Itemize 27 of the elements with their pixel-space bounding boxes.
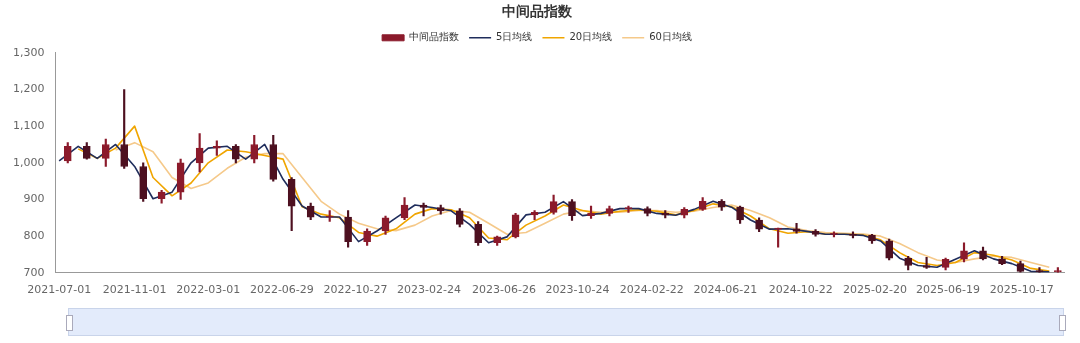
x-tick-label: 2021-07-01 [27, 283, 92, 297]
y-tick-label: 1,000 [12, 155, 45, 169]
x-tick-label: 2024-06-21 [693, 283, 758, 297]
y-tick-label: 900 [23, 192, 45, 206]
legend-label: 20日均线 [569, 31, 613, 43]
legend-label: 中间品指数 [409, 31, 460, 43]
x-tick-label: 2024-02-22 [619, 283, 684, 297]
y-tick-label: 1,100 [12, 118, 45, 132]
y-tick-label: 1,200 [12, 82, 45, 96]
x-tick-label: 2025-06-19 [916, 283, 981, 297]
x-tick-label: 2022-03-01 [176, 283, 241, 297]
x-tick-label: 2023-10-24 [545, 283, 610, 297]
x-tick-label: 2024-10-22 [768, 283, 833, 297]
legend-label: 60日均线 [649, 31, 692, 43]
x-tick-label: 2022-10-27 [323, 283, 388, 297]
y-tick-label: 1,300 [12, 45, 45, 59]
x-tick-label: 2022-06-29 [249, 283, 314, 297]
x-tick-label: 2025-02-20 [843, 283, 908, 297]
candlestick [792, 222, 801, 234]
x-tick-label: 2023-02-24 [397, 283, 462, 297]
y-tick-label: 800 [23, 228, 45, 242]
x-tick-label: 2023-06-26 [471, 283, 536, 297]
y-tick-label: 700 [23, 265, 45, 279]
chart-title: 中间品指数 [502, 3, 573, 20]
x-tick-label: 2025-10-17 [989, 283, 1054, 297]
x-tick-label: 2021-11-01 [102, 283, 167, 297]
legend-label: 5日均线 [496, 31, 533, 43]
